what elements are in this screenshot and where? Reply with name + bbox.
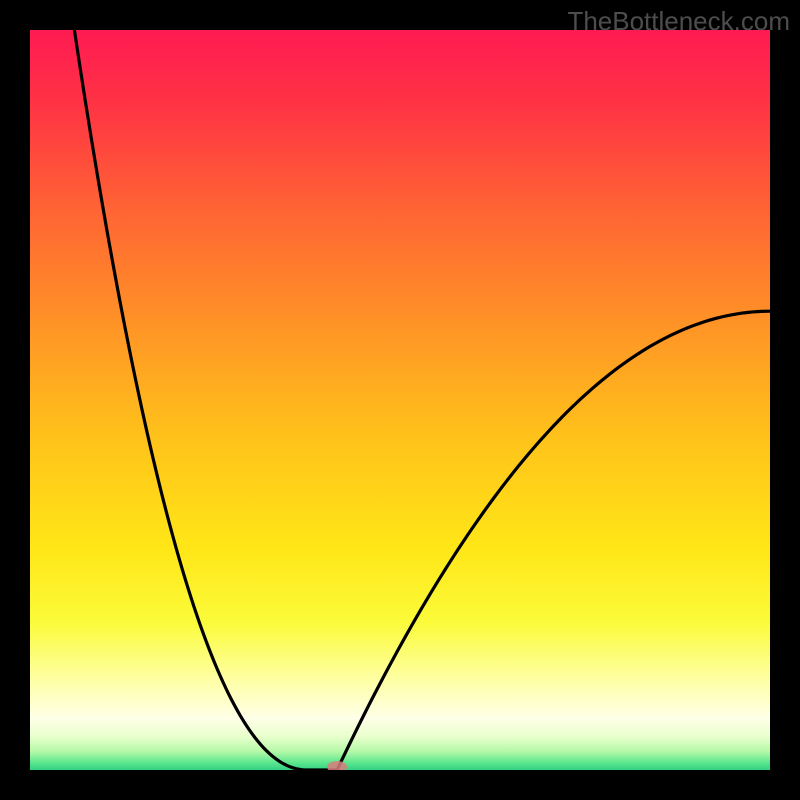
watermark-text: TheBottleneck.com	[567, 6, 790, 37]
plot-area	[30, 30, 770, 770]
bottleneck-curve	[74, 30, 770, 770]
minimum-marker	[327, 761, 347, 770]
curve-layer	[30, 30, 770, 770]
chart-container: TheBottleneck.com	[0, 0, 800, 800]
